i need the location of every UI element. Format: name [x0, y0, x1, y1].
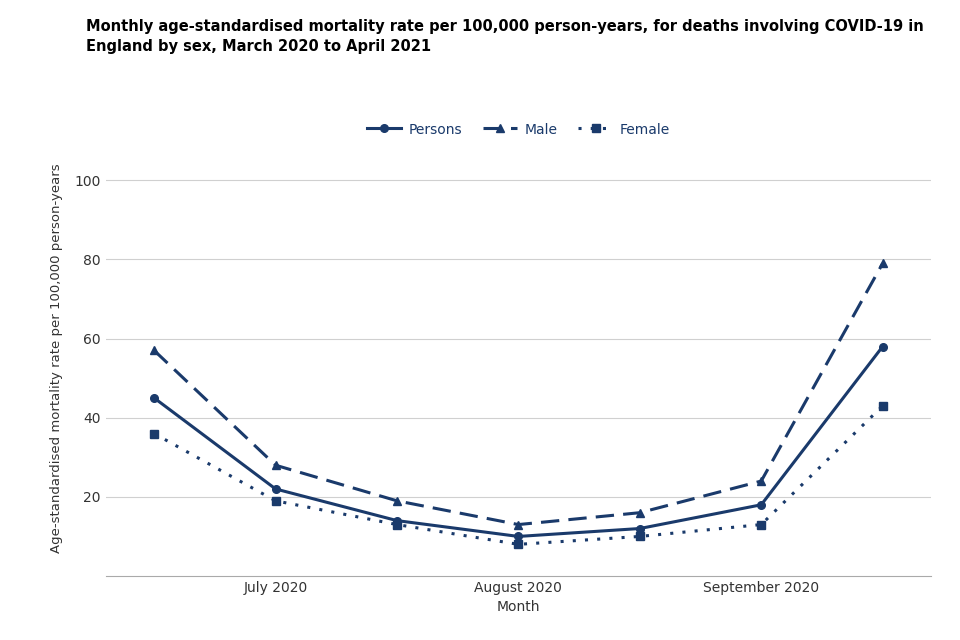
X-axis label: Month: Month: [496, 600, 540, 614]
Legend: Persons, Male, Female: Persons, Male, Female: [361, 117, 676, 142]
Text: Monthly age-standardised mortality rate per 100,000 person-years, for deaths inv: Monthly age-standardised mortality rate …: [86, 19, 924, 54]
Y-axis label: Age-standardised mortality rate per 100,000 person-years: Age-standardised mortality rate per 100,…: [50, 164, 63, 553]
